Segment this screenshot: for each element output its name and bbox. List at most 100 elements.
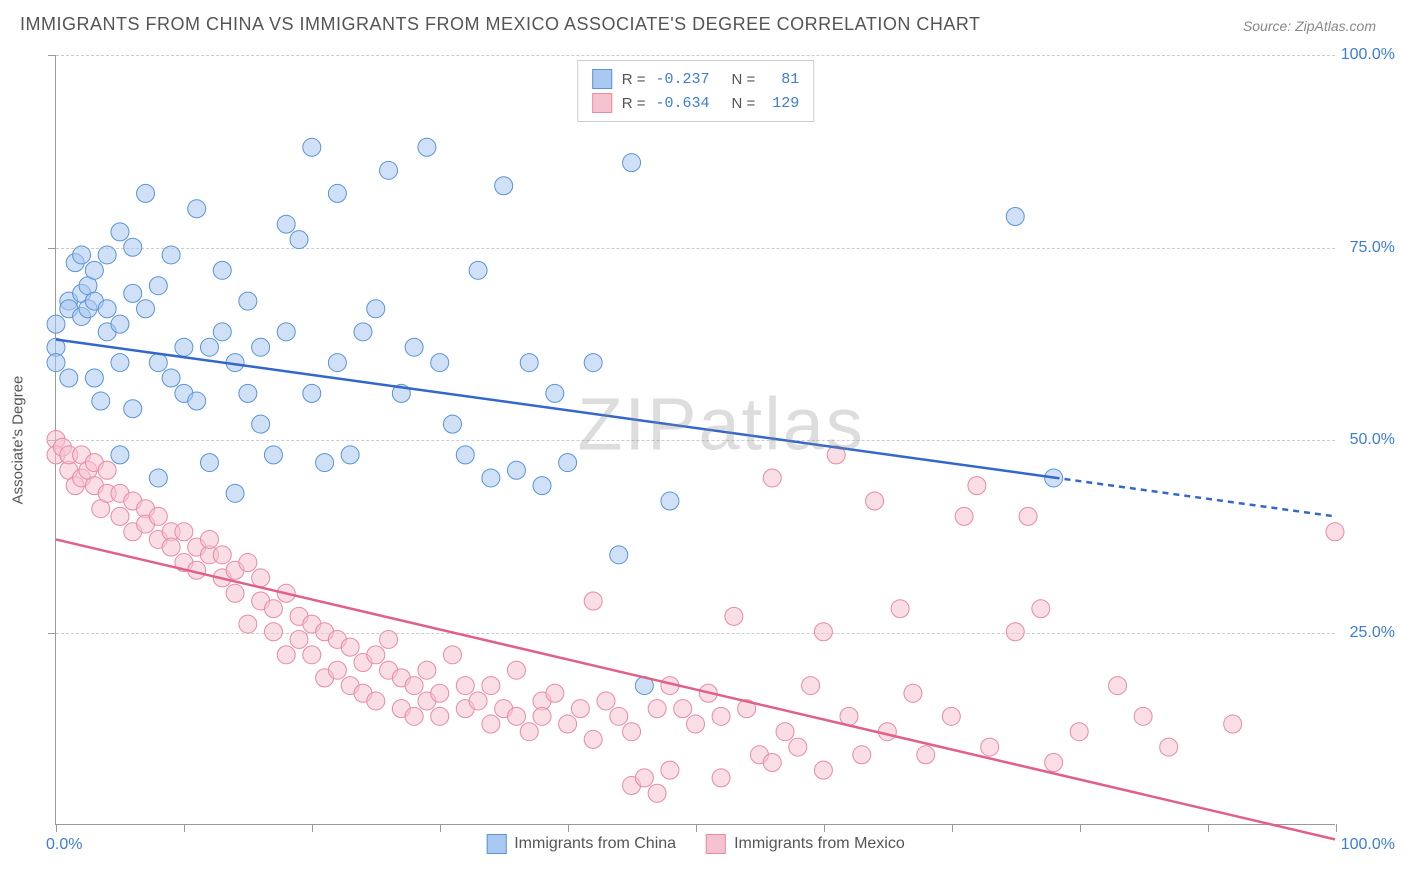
data-point <box>789 738 807 756</box>
x-axis-min-label: 0.0% <box>46 836 82 854</box>
data-point <box>814 761 832 779</box>
data-point <box>239 292 257 310</box>
y-tick <box>48 55 56 56</box>
data-point <box>277 646 295 664</box>
data-point <box>763 469 781 487</box>
data-point <box>507 461 525 479</box>
data-point <box>1019 507 1037 525</box>
data-point <box>341 638 359 656</box>
data-point <box>891 600 909 618</box>
data-point <box>137 300 155 318</box>
data-point <box>328 354 346 372</box>
data-point <box>1032 600 1050 618</box>
legend-row: R =-0.237N =81 <box>592 67 800 91</box>
y-tick <box>48 633 56 634</box>
data-point <box>546 384 564 402</box>
data-point <box>92 392 110 410</box>
data-point <box>840 707 858 725</box>
data-point <box>443 646 461 664</box>
y-axis-title: Associate's Degree <box>10 375 27 504</box>
data-point <box>277 215 295 233</box>
legend-swatch <box>486 834 506 854</box>
data-point <box>367 300 385 318</box>
r-label: R = <box>622 95 646 112</box>
data-point <box>648 700 666 718</box>
data-point <box>380 630 398 648</box>
data-point <box>712 769 730 787</box>
data-point <box>111 315 129 333</box>
data-point <box>200 454 218 472</box>
data-point <box>162 538 180 556</box>
data-point <box>85 369 103 387</box>
data-point <box>674 700 692 718</box>
data-point <box>853 746 871 764</box>
legend-label: Immigrants from Mexico <box>734 835 905 853</box>
data-point <box>661 492 679 510</box>
data-point <box>443 415 461 433</box>
data-point <box>610 707 628 725</box>
data-point <box>188 392 206 410</box>
data-point <box>111 354 129 372</box>
data-point <box>968 477 986 495</box>
data-point <box>1224 715 1242 733</box>
x-tick <box>1208 824 1209 832</box>
data-point <box>137 184 155 202</box>
data-point <box>367 692 385 710</box>
data-point <box>149 469 167 487</box>
x-tick <box>56 824 57 832</box>
data-point <box>98 246 116 264</box>
legend-swatch <box>706 834 726 854</box>
data-point <box>328 184 346 202</box>
data-point <box>60 369 78 387</box>
series-legend: Immigrants from China Immigrants from Mex… <box>486 834 905 854</box>
data-point <box>571 700 589 718</box>
correlation-legend: R =-0.237N =81R =-0.634N =129 <box>577 60 815 122</box>
r-label: R = <box>622 71 646 88</box>
data-point <box>226 484 244 502</box>
data-point <box>802 677 820 695</box>
data-point <box>1326 523 1344 541</box>
n-value: 129 <box>765 95 799 112</box>
data-point <box>431 707 449 725</box>
x-tick <box>952 824 953 832</box>
scatter-svg <box>56 55 1335 824</box>
y-tick-label: 100.0% <box>1341 46 1395 64</box>
trend-line <box>56 539 1335 839</box>
data-point <box>623 154 641 172</box>
data-point <box>533 477 551 495</box>
data-point <box>239 615 257 633</box>
data-point <box>687 715 705 733</box>
data-point <box>290 630 308 648</box>
data-point <box>469 692 487 710</box>
data-point <box>520 723 538 741</box>
data-point <box>162 369 180 387</box>
data-point <box>111 446 129 464</box>
data-point <box>431 354 449 372</box>
data-point <box>482 677 500 695</box>
data-point <box>456 677 474 695</box>
data-point <box>149 277 167 295</box>
x-tick <box>824 824 825 832</box>
data-point <box>648 784 666 802</box>
data-point <box>111 507 129 525</box>
data-point <box>1109 677 1127 695</box>
data-point <box>584 354 602 372</box>
data-point <box>559 715 577 733</box>
legend-item: Immigrants from Mexico <box>706 834 905 854</box>
data-point <box>264 600 282 618</box>
chart-title: IMMIGRANTS FROM CHINA VS IMMIGRANTS FROM… <box>20 14 981 35</box>
x-tick <box>312 824 313 832</box>
data-point <box>456 446 474 464</box>
data-point <box>239 554 257 572</box>
data-point <box>303 138 321 156</box>
data-point <box>98 300 116 318</box>
data-point <box>866 492 884 510</box>
data-point <box>226 584 244 602</box>
data-point <box>661 761 679 779</box>
n-value: 81 <box>765 71 799 88</box>
legend-item: Immigrants from China <box>486 834 676 854</box>
source-prefix: Source: <box>1243 18 1295 34</box>
data-point <box>175 523 193 541</box>
plot-area: Associate's Degree 25.0%50.0%75.0%100.0%… <box>55 55 1335 825</box>
n-label: N = <box>732 95 756 112</box>
